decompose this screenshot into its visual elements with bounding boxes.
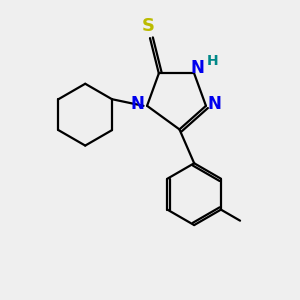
Text: H: H	[207, 54, 218, 68]
Text: N: N	[208, 95, 222, 113]
Text: S: S	[142, 16, 155, 34]
Text: N: N	[190, 59, 204, 77]
Text: N: N	[131, 95, 145, 113]
